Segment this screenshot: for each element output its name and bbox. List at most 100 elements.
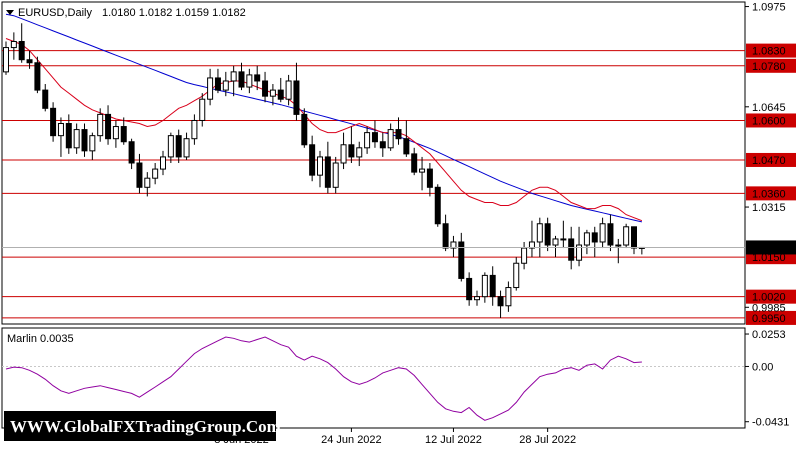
candle bbox=[489, 266, 496, 306]
level-label: 1.0360 bbox=[752, 188, 786, 200]
candle-body-bull bbox=[3, 47, 9, 73]
date-tick-label: 24 Jun 2022 bbox=[321, 434, 382, 446]
date-tick-label: 12 Jul 2022 bbox=[425, 434, 482, 446]
candle bbox=[403, 120, 410, 157]
candle bbox=[552, 235, 559, 258]
oscillator bbox=[2, 336, 745, 421]
candle bbox=[607, 214, 614, 252]
candle bbox=[89, 132, 96, 160]
candle-body-bull bbox=[364, 132, 371, 149]
candle-body-bull bbox=[552, 238, 559, 246]
candle bbox=[560, 220, 567, 249]
candle-body-bull bbox=[160, 156, 166, 170]
candle-body-bear bbox=[379, 141, 386, 149]
candle-body-bull bbox=[615, 244, 622, 247]
candle-body-bull bbox=[144, 177, 151, 188]
candle bbox=[395, 117, 402, 145]
candle bbox=[631, 226, 637, 255]
candle bbox=[371, 120, 378, 148]
candle bbox=[152, 163, 159, 185]
candle-body-bear bbox=[262, 80, 269, 97]
candle bbox=[10, 32, 17, 60]
collapse-triangle-icon[interactable] bbox=[6, 10, 14, 15]
candle-body-bull bbox=[528, 241, 535, 249]
level-label: 1.0020 bbox=[752, 292, 786, 304]
level-label: 1.0600 bbox=[752, 115, 786, 127]
candle bbox=[42, 84, 49, 112]
watermark-text: WWW.GlobalFXTradingGroup.Com bbox=[10, 417, 281, 436]
current-price-label: 1.0182 bbox=[752, 242, 786, 254]
osc-tick-label: 0.00 bbox=[752, 361, 773, 373]
level-label: 1.0830 bbox=[752, 46, 786, 58]
candle bbox=[222, 71, 229, 97]
candle bbox=[175, 129, 182, 163]
candle-body-bull bbox=[222, 80, 229, 91]
indicator-title: Marlin 0.0035 bbox=[7, 333, 74, 345]
candle bbox=[120, 117, 127, 145]
price-panel-frame bbox=[1, 1, 746, 325]
candle-body-bear bbox=[348, 144, 355, 158]
candle-body-bear bbox=[489, 274, 496, 298]
candle-body-bear bbox=[395, 129, 402, 140]
candle bbox=[160, 150, 166, 176]
candle-body-bear bbox=[309, 144, 316, 176]
watermark-box bbox=[4, 411, 276, 441]
candle-body-bull bbox=[97, 113, 104, 137]
candle-body-bear bbox=[293, 80, 300, 115]
candle bbox=[568, 226, 575, 270]
candle bbox=[254, 65, 261, 91]
candle-body-bull bbox=[183, 138, 190, 158]
candle bbox=[246, 68, 253, 94]
candle-body-bear bbox=[434, 186, 441, 225]
candle bbox=[50, 102, 57, 142]
candle bbox=[97, 108, 104, 142]
candle-body-bear bbox=[497, 296, 504, 307]
candle bbox=[340, 132, 347, 170]
candle-body-bull bbox=[576, 244, 583, 261]
candle-body-bull bbox=[474, 296, 480, 301]
candle bbox=[599, 217, 606, 249]
candle bbox=[238, 62, 245, 91]
candle bbox=[105, 105, 112, 145]
ma-slow-line bbox=[5, 13, 643, 223]
candle-body-bear bbox=[105, 113, 112, 140]
current-price-tag bbox=[746, 240, 796, 255]
candle-body-bear bbox=[301, 113, 308, 146]
candle-body-bull bbox=[317, 156, 323, 176]
candle bbox=[199, 93, 206, 127]
candle bbox=[458, 232, 465, 282]
price-tick-label: 1.0975 bbox=[752, 2, 786, 14]
level-tag bbox=[746, 152, 796, 167]
candle-body-bull bbox=[387, 129, 394, 149]
candle-body-bull bbox=[230, 71, 237, 82]
candle-body-bear bbox=[81, 129, 88, 152]
candle bbox=[411, 147, 418, 176]
candle-body-bull bbox=[356, 147, 363, 158]
candle bbox=[301, 108, 308, 148]
candle-body-bull bbox=[560, 238, 567, 241]
candle bbox=[356, 141, 363, 167]
candle bbox=[583, 229, 590, 255]
level-tag bbox=[746, 310, 796, 325]
candle-body-bear bbox=[324, 156, 331, 188]
ohlc-values: 1.0180 1.0182 1.0159 1.0182 bbox=[102, 7, 246, 19]
candle bbox=[262, 71, 269, 103]
candle bbox=[144, 172, 151, 197]
candle bbox=[285, 74, 292, 106]
candle bbox=[576, 226, 583, 267]
candle bbox=[277, 77, 284, 103]
level-tag bbox=[746, 43, 796, 58]
candle-body-bull bbox=[285, 80, 292, 100]
candle bbox=[481, 272, 488, 303]
chart-title: EURUSD,Daily bbox=[18, 7, 92, 19]
candle-body-bear bbox=[544, 223, 551, 246]
candle bbox=[167, 132, 174, 163]
osc-tick-label: -0.0431 bbox=[752, 417, 789, 429]
candle-body-bull bbox=[505, 287, 512, 307]
candle-body-bear bbox=[42, 89, 49, 109]
price-tick-label: 1.0645 bbox=[752, 102, 786, 114]
candle bbox=[505, 281, 512, 312]
candle bbox=[348, 126, 355, 163]
candle-body-bear bbox=[591, 232, 598, 243]
